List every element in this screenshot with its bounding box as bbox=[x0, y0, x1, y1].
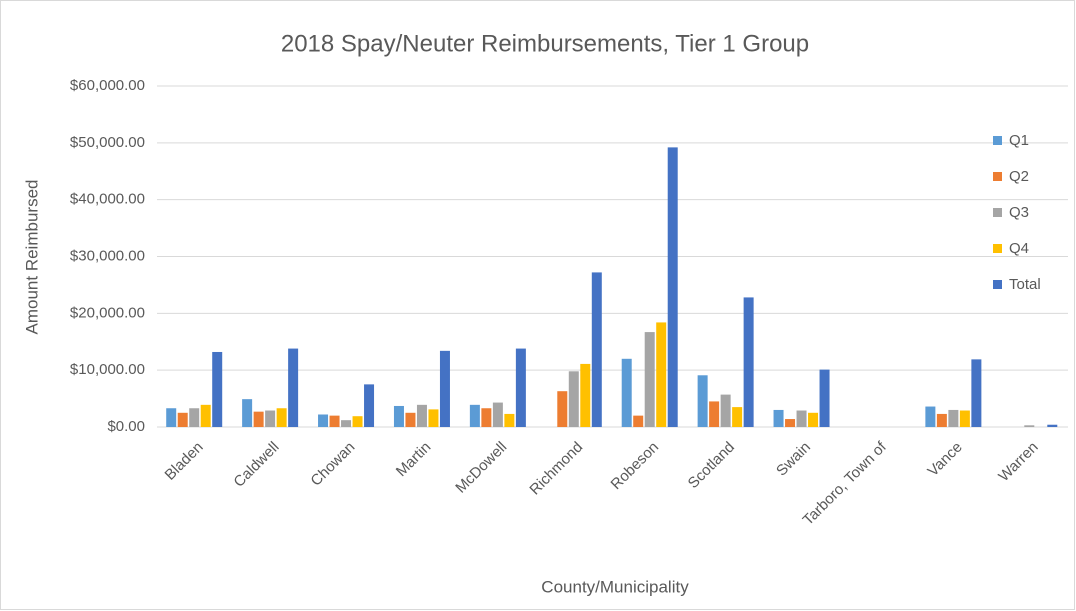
legend-swatch bbox=[993, 280, 1002, 289]
bar bbox=[709, 401, 720, 427]
bar bbox=[808, 412, 819, 427]
bar bbox=[253, 411, 264, 427]
legend-swatch bbox=[993, 208, 1002, 217]
bar bbox=[492, 402, 503, 427]
bar bbox=[633, 415, 644, 427]
bar bbox=[341, 420, 352, 427]
y-tick-label: $40,000.00 bbox=[70, 191, 145, 208]
bar bbox=[288, 348, 299, 427]
bar bbox=[621, 358, 632, 427]
bar bbox=[819, 369, 830, 427]
bar bbox=[200, 404, 211, 427]
y-axis-label: Amount Reimbursed bbox=[22, 180, 41, 335]
bar bbox=[416, 404, 427, 427]
y-tick-label: $20,000.00 bbox=[70, 304, 145, 321]
bar bbox=[265, 410, 276, 427]
bar bbox=[166, 408, 177, 427]
y-tick-label: $30,000.00 bbox=[70, 247, 145, 264]
bar bbox=[948, 409, 959, 427]
bar bbox=[1024, 425, 1035, 427]
bar bbox=[469, 404, 480, 427]
bar bbox=[504, 413, 515, 427]
bar bbox=[644, 332, 655, 427]
bar bbox=[697, 375, 708, 427]
bar bbox=[439, 350, 450, 427]
bar bbox=[796, 410, 807, 427]
bar bbox=[925, 406, 936, 427]
bar bbox=[936, 413, 947, 427]
bar bbox=[189, 408, 200, 427]
bar bbox=[732, 407, 743, 427]
y-tick-label: $0.00 bbox=[107, 418, 145, 435]
legend-label: Q3 bbox=[1009, 204, 1029, 221]
bar bbox=[743, 297, 754, 427]
bar bbox=[212, 351, 223, 427]
legend-swatch bbox=[993, 136, 1002, 145]
y-tick-label: $60,000.00 bbox=[70, 77, 145, 94]
bar bbox=[785, 419, 796, 427]
bar bbox=[720, 394, 731, 427]
bar bbox=[667, 147, 678, 427]
x-axis-label: County/Municipality bbox=[541, 577, 689, 596]
bar bbox=[318, 414, 329, 427]
bar bbox=[276, 408, 287, 427]
bar bbox=[481, 408, 492, 427]
bar bbox=[405, 412, 416, 427]
bar bbox=[393, 405, 404, 427]
y-tick-label: $10,000.00 bbox=[70, 361, 145, 378]
legend-swatch bbox=[993, 244, 1002, 253]
legend-swatch bbox=[993, 172, 1002, 181]
chart-title: 2018 Spay/Neuter Reimbursements, Tier 1 … bbox=[281, 30, 809, 57]
bar bbox=[329, 415, 340, 427]
bar bbox=[568, 371, 579, 427]
bar bbox=[591, 272, 602, 427]
bar bbox=[773, 409, 784, 427]
bar bbox=[557, 391, 568, 427]
y-tick-label: $50,000.00 bbox=[70, 134, 145, 151]
legend-label: Q1 bbox=[1009, 132, 1029, 149]
bar bbox=[656, 322, 667, 427]
bar bbox=[515, 348, 526, 427]
bar bbox=[959, 410, 970, 427]
bar bbox=[177, 412, 188, 427]
bar bbox=[580, 363, 591, 427]
bar bbox=[1047, 424, 1058, 427]
bar bbox=[428, 409, 439, 427]
bar bbox=[364, 384, 375, 427]
bar bbox=[971, 359, 982, 427]
legend-label: Total bbox=[1009, 276, 1041, 293]
legend-label: Q4 bbox=[1009, 240, 1029, 257]
bar bbox=[242, 399, 253, 427]
legend-label: Q2 bbox=[1009, 168, 1029, 185]
bar bbox=[352, 416, 363, 427]
